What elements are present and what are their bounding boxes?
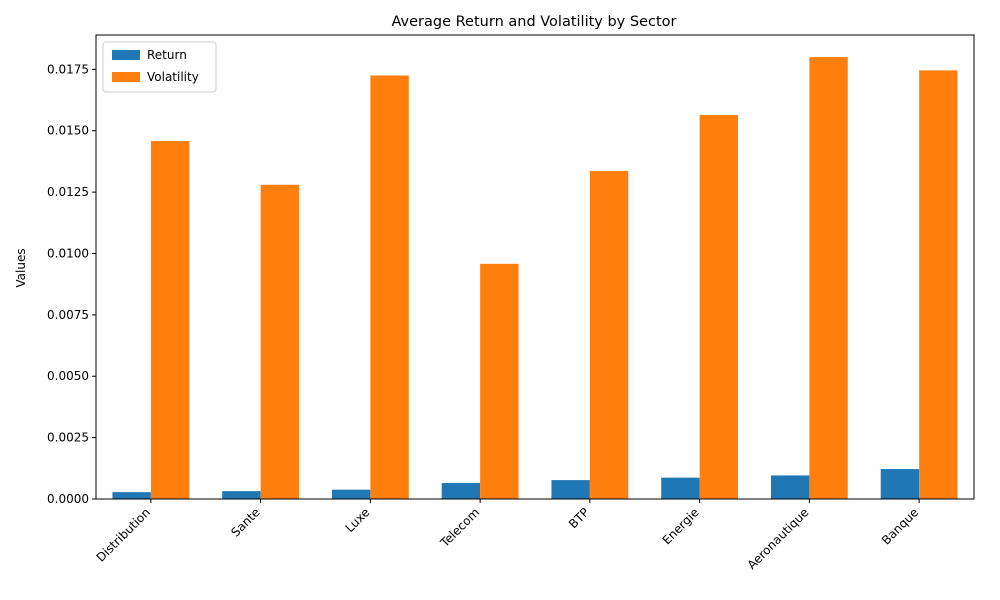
x-tick-label: Distribution <box>94 505 153 564</box>
y-tick-label: 0.0175 <box>47 62 89 76</box>
x-tick-label: Banque <box>879 505 921 547</box>
y-tick-label: 0.0025 <box>47 431 89 445</box>
y-tick-label: 0.0150 <box>47 124 89 138</box>
bar-volatility-aeronautique <box>809 57 848 499</box>
x-tick-label: Sante <box>228 505 262 539</box>
legend-swatch-volatility <box>112 72 140 82</box>
bar-return-aeronautique <box>770 475 810 499</box>
bar-volatility-luxe <box>370 75 409 499</box>
bar-volatility-banque <box>919 70 958 499</box>
y-tick-label: 0.0000 <box>47 492 89 506</box>
plot-frame <box>95 34 975 500</box>
legend: Return Volatility <box>102 41 217 93</box>
bar-return-distribution <box>112 492 151 499</box>
bar-return-energie <box>661 477 700 499</box>
x-tick-label: Telecom <box>437 505 482 550</box>
x-tick-label: BTP <box>566 505 592 531</box>
bars-group <box>112 57 958 499</box>
x-tick-label: Energie <box>660 505 702 547</box>
bar-return-luxe <box>331 489 371 499</box>
y-axis-ticks: 0.0000 0.0025 0.0050 0.0075 0.0100 0.0125 0.01… <box>47 62 96 506</box>
bar-volatility-btp <box>589 171 629 499</box>
x-axis-ticks: Distribution Sante Luxe Telecom BTP Energie Ae… <box>94 499 921 572</box>
bar-volatility-energie <box>699 115 739 499</box>
legend-label-volatility: Volatility <box>147 70 199 84</box>
legend-label-return: Return <box>147 48 187 62</box>
bar-return-sante <box>222 491 261 499</box>
bar-volatility-sante <box>260 184 300 499</box>
y-tick-label: 0.0075 <box>47 308 89 322</box>
chart-title: Average Return and Volatility by Sector <box>391 14 676 30</box>
bar-return-telecom <box>441 483 481 499</box>
y-axis-label: Values <box>14 248 28 287</box>
legend-swatch-return <box>112 50 140 60</box>
x-tick-label: Luxe <box>343 505 373 535</box>
y-tick-label: 0.0100 <box>47 246 89 260</box>
bar-volatility-distribution <box>150 141 190 499</box>
y-tick-label: 0.0125 <box>47 185 89 199</box>
bar-return-banque <box>880 469 920 499</box>
bar-volatility-telecom <box>480 263 519 499</box>
x-tick-label: Aeronautique <box>745 505 812 572</box>
y-tick-label: 0.0050 <box>47 369 89 383</box>
bar-return-btp <box>551 480 590 499</box>
